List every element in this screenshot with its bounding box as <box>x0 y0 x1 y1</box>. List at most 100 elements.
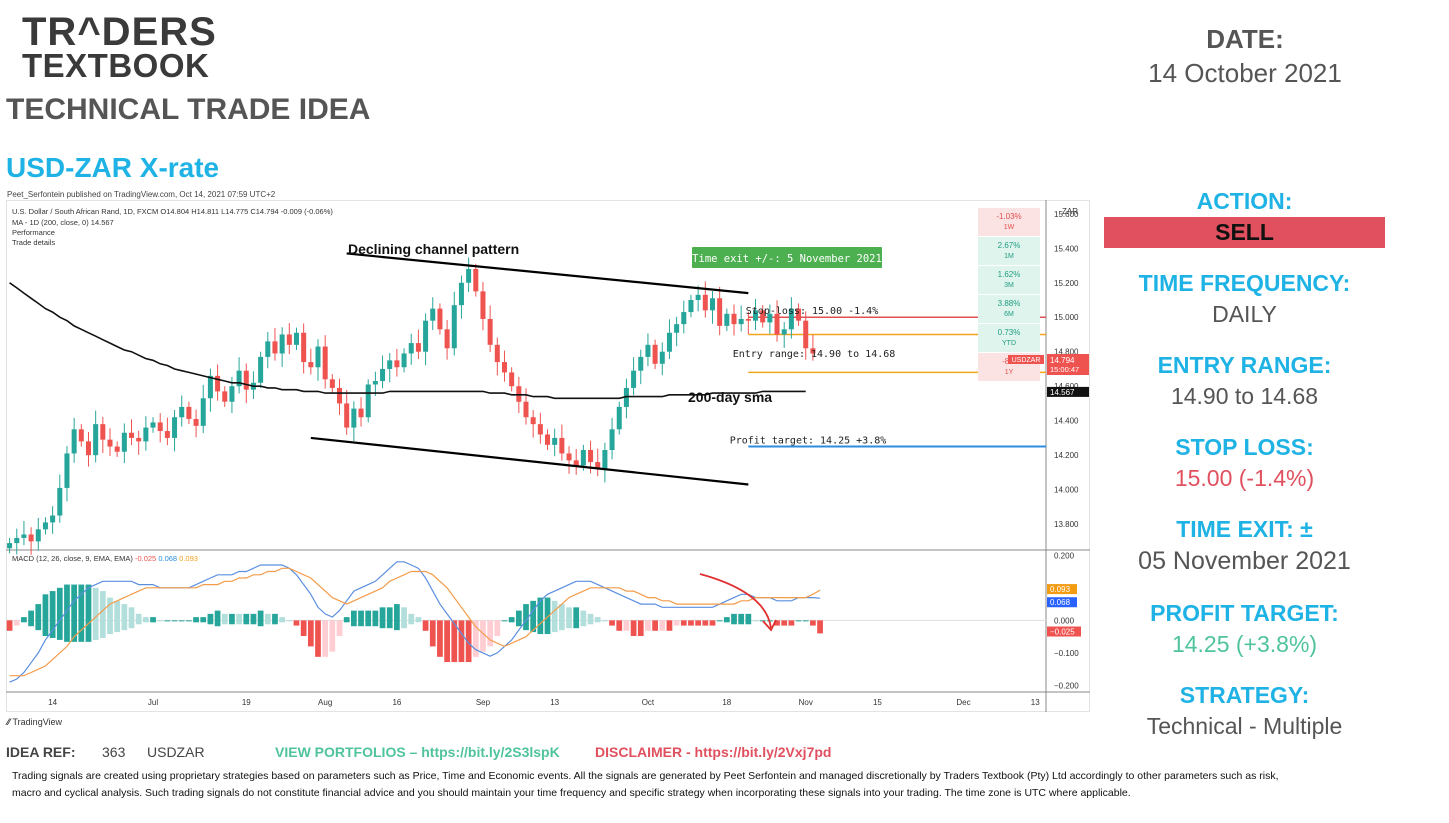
performance-period: 1M <box>1004 253 1014 260</box>
price-tick-label: 15.600 <box>1054 210 1079 219</box>
lower-channel-line <box>310 436 749 486</box>
candle-body <box>365 384 371 418</box>
candle-body <box>523 401 529 418</box>
idea-ref-number: 363 <box>102 744 126 760</box>
candle-body <box>423 320 429 352</box>
page-heading: TECHNICAL TRADE IDEA <box>6 93 371 126</box>
candle-body <box>545 434 551 445</box>
candle-body <box>243 370 249 390</box>
macd-histogram-bar <box>164 620 171 622</box>
candle-body <box>344 403 350 428</box>
candle-body <box>530 417 536 425</box>
macd-histogram-bar <box>279 617 286 623</box>
macd-histogram-bar <box>759 620 766 622</box>
macd-histogram-bar <box>28 610 34 627</box>
view-portfolios-link[interactable]: VIEW PORTFOLIOS – https://bit.ly/2S3lspK <box>275 744 560 760</box>
candle-body <box>408 343 414 354</box>
candle-body <box>480 291 486 319</box>
macd-tick-label: −0.100 <box>1054 649 1079 658</box>
countdown-value: 15:00:47 <box>1050 365 1079 374</box>
macd-histogram-bar <box>401 607 407 629</box>
last-price-value: 14.794 <box>1050 356 1075 365</box>
macd-histogram-bar <box>171 620 178 622</box>
candle-body <box>509 372 515 387</box>
macd-histogram-bar <box>716 620 723 622</box>
macd-histogram-bar <box>515 610 522 627</box>
candle-body <box>358 408 364 418</box>
entry-annotation: Entry range: 14.90 to 14.68 <box>733 349 896 360</box>
macd-histogram-bar <box>264 613 271 625</box>
macd-histogram-bar <box>659 620 666 631</box>
tradingview-logo: ⁄⁄ TradingView <box>7 717 63 727</box>
candle-body <box>451 305 457 349</box>
time-tick-label: Sep <box>476 698 491 707</box>
last-price-tag <box>1047 354 1089 375</box>
chart-frame <box>6 200 1090 712</box>
price-tick-label: 14.000 <box>1054 486 1079 495</box>
candle-body <box>215 375 221 392</box>
candle-body <box>731 313 737 325</box>
sma200-line <box>9 282 806 400</box>
candle-body <box>401 353 407 368</box>
macd-histogram-bar <box>458 620 465 663</box>
macd-histogram-bar <box>329 620 336 652</box>
strategy-label: STRATEGY: <box>1179 682 1310 708</box>
candle-body <box>430 308 436 321</box>
performance-value: 3.88% <box>998 299 1021 308</box>
upper-channel-line <box>346 252 749 295</box>
time-exit-label: TIME EXIT: ± <box>1176 516 1313 542</box>
macd-histogram-bar <box>365 610 372 627</box>
macd-histogram-bar <box>35 604 42 631</box>
candle-body <box>552 437 558 445</box>
candle-body <box>674 324 680 333</box>
macd-histogram-bar <box>637 620 644 636</box>
time-tick-label: Dec <box>956 698 970 707</box>
macd-histogram-bar <box>594 617 601 623</box>
macd-histogram-bar <box>537 597 544 635</box>
candle-body <box>781 329 787 335</box>
macd-histogram-bar <box>788 620 795 626</box>
macd-histogram-bar <box>343 617 350 623</box>
macd-histogram-bar <box>616 620 623 631</box>
candle-body <box>164 431 170 438</box>
down-arrow-icon <box>699 573 772 629</box>
macd-histogram-bar <box>358 610 364 627</box>
macd-histogram-bar <box>530 600 537 633</box>
signal-tag-value: 0.093 <box>1050 585 1071 594</box>
macd-histogram-bar <box>99 591 106 638</box>
candle-body <box>372 381 378 385</box>
candle-body <box>143 427 149 442</box>
macd-histogram-bar <box>817 620 823 634</box>
candle-body <box>394 360 400 368</box>
candle-body <box>114 446 120 452</box>
candle-body <box>566 453 572 461</box>
macd-histogram-bar <box>107 597 113 635</box>
candle-body <box>774 313 780 335</box>
disclaimer-link[interactable]: DISCLAIMER - https://bit.ly/2Vxj7pd <box>595 744 832 760</box>
candle-body <box>78 429 84 442</box>
macd-histogram-bar <box>688 620 694 626</box>
candle-body <box>35 529 41 542</box>
profit-target-annotation: Profit target: 14.25 +3.8% <box>730 436 887 447</box>
price-tick-label: 14.600 <box>1054 382 1079 391</box>
macd-histogram-bar <box>602 620 608 622</box>
time-tick-label: 15 <box>873 698 882 707</box>
candle-body <box>301 332 307 363</box>
price-chart[interactable]: 15.600 15.400 15.200 15.000 14.800 14.600 14.4… <box>6 200 1090 712</box>
candle-body <box>415 343 421 352</box>
macd-histogram-bar <box>71 584 78 642</box>
performance-period: YTD <box>1002 340 1016 347</box>
candle-body <box>222 391 228 402</box>
macd-histogram-bar <box>587 613 594 625</box>
price-tick-label: 14.200 <box>1054 451 1079 460</box>
candle-body <box>7 543 13 549</box>
symbol-tag <box>1008 355 1044 364</box>
candle-body <box>444 329 450 349</box>
candle-body <box>494 344 500 363</box>
macd-histogram-bar <box>745 613 752 625</box>
currency-label: ZAR <box>1062 207 1078 216</box>
performance-cell <box>978 266 1040 294</box>
macd-histogram-bar <box>394 604 400 631</box>
performance-value: 1.62% <box>998 270 1021 279</box>
candle-body <box>595 462 601 469</box>
